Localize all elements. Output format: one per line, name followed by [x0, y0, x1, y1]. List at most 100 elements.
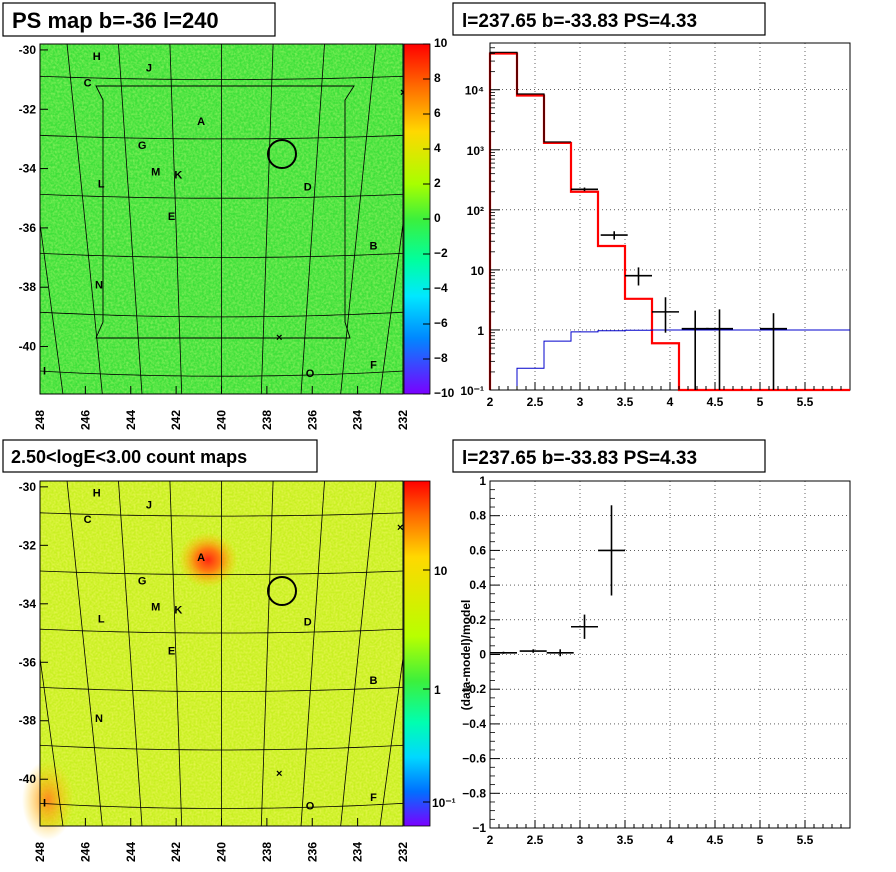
sp-xtick-label-4: 4 — [667, 395, 674, 409]
ps-parallel--39 — [40, 311, 403, 318]
cm-source-label-a: A — [197, 552, 205, 564]
cm-xtick-label-240: 240 — [215, 842, 229, 862]
cm-source-label-f: F — [370, 792, 377, 804]
ps-cbar-label-10: 10 — [434, 36, 448, 50]
spectrum-title: l=237.65 b=-33.83 PS=4.33 — [462, 11, 697, 32]
ps-meridian-234 — [340, 44, 377, 394]
residual-data-points — [490, 505, 625, 657]
ps-parallel--35 — [40, 193, 403, 199]
ps-source-label-e: E — [168, 211, 175, 223]
sp-ytick-label-0.1: 10⁻¹ — [460, 384, 484, 398]
cm-xtick-label-248: 248 — [33, 842, 47, 862]
ps-cbar-label-0: 0 — [434, 211, 441, 225]
count-map-source-a-hotspot — [178, 532, 238, 588]
sp-ytick-label-1: 1 — [477, 324, 484, 338]
ps-parallel--37 — [40, 252, 403, 259]
ps-source-label-l: L — [98, 178, 105, 190]
cm-source-label-m: M — [151, 602, 160, 614]
rs-xtick-label-4: 4 — [667, 833, 674, 847]
rs-xtick-label-4.5: 4.5 — [707, 833, 724, 847]
ps-cbar-label-8: 8 — [434, 71, 441, 85]
count-map-colorbar-frame — [403, 480, 431, 827]
ps-xtick-label-248: 248 — [33, 410, 47, 430]
rs-ytick-label--1: −1 — [472, 821, 486, 835]
cm-meridian-236 — [300, 481, 325, 826]
ps-xtick-label-238: 238 — [260, 410, 274, 430]
rs-ytick-label--0.6: −0.6 — [462, 752, 486, 766]
ps-cbar-label-4: 4 — [434, 141, 441, 155]
sp-ytick-label-10000: 10⁴ — [465, 84, 484, 98]
ps-source-label-o: O — [306, 368, 315, 380]
ps-cbar-label--6: −6 — [434, 316, 448, 330]
ps-source-label-k: K — [174, 170, 182, 182]
ps-ytick-label--36: -36 — [19, 221, 37, 235]
ps-ytick-label--40: -40 — [19, 340, 37, 354]
ps-source-label-f: F — [370, 359, 377, 371]
residual-axes: 2 2.5 3 3.5 4 4.5 5 5.5 1 0.8 0.6 0.4 0.2 0 −0.2 −0.4 −0… — [462, 474, 842, 847]
ps-cbar-label--2: −2 — [434, 246, 448, 260]
ps-cbar-label-2: 2 — [434, 176, 441, 190]
cm-ytick-label--30: -30 — [19, 480, 37, 494]
cm-source-label-n: N — [95, 713, 103, 725]
spectrum-axes: 2 2.5 3 3.5 4 4.5 5 5.5 10⁻¹ 1 10 10² 10³ 10⁴ — [460, 47, 842, 409]
rs-ytick-label-0.6: 0.6 — [469, 543, 486, 557]
cm-source-label-i: I — [43, 798, 46, 810]
ps-meridian-248 — [40, 220, 64, 394]
cm-ytick-label--36: -36 — [19, 655, 37, 669]
cm-xtick-label-242: 242 — [169, 842, 183, 862]
residual-grid — [490, 481, 850, 828]
rs-ytick-label--0.2: −0.2 — [462, 682, 486, 696]
ps-parallel--33 — [40, 134, 403, 140]
ps-parallel--31 — [40, 75, 403, 80]
sp-series-1 — [489, 51, 571, 390]
ps-source-label-d: D — [304, 181, 312, 193]
ps-meridian-238 — [260, 44, 274, 394]
residual-title-box — [452, 439, 766, 473]
cm-cbar-label-0.1: 10⁻¹ — [432, 796, 456, 810]
ps-ytick-label--38: -38 — [19, 280, 37, 294]
ps-xtick-label-242: 242 — [169, 410, 183, 430]
spectrum-series — [488, 51, 850, 392]
rs-ytick-label-0.8: 0.8 — [469, 509, 486, 523]
count-map-candidate-circle — [267, 576, 297, 606]
ps-cbar-label--10: −10 — [434, 386, 455, 400]
cm-source-label-g: G — [138, 575, 147, 587]
ps-ytick-label--30: -30 — [19, 43, 37, 57]
rs-ytick-label-0: 0 — [479, 648, 486, 662]
ps-source-label-b: B — [370, 241, 378, 253]
rs-ytick-label-1: 1 — [479, 474, 486, 488]
ps-cbar-label--8: −8 — [434, 351, 448, 365]
count-map-coordinate-grid — [40, 481, 403, 826]
ps-meridian-232 — [379, 220, 403, 394]
ps-map-y-ticks: -30 -32 -34 -36 -38 -40 — [19, 43, 48, 354]
spectrum-plot-area — [489, 42, 851, 391]
count-map-y-ticks: -30 -32 -34 -36 -38 -40 — [19, 480, 48, 786]
cm-xtick-label-244: 244 — [124, 842, 138, 862]
spectrum-panel: l=237.65 b=-33.83 PS=4.33 2 2.5 3 3.5 4 4.5 5 5… — [452, 2, 851, 409]
cm-xtick-label-232: 232 — [396, 842, 410, 862]
sp-series-2 — [516, 329, 850, 390]
ps-source-label-m: M — [151, 167, 160, 179]
ps-map-candidate-circle — [267, 139, 297, 169]
ps-map-roi-outline — [95, 85, 355, 339]
ps-source-label-n: N — [95, 279, 103, 291]
rs-ytick-label-0.4: 0.4 — [469, 578, 486, 592]
ps-source-label-i: I — [43, 365, 46, 377]
cm-xtick-label-238: 238 — [260, 842, 274, 862]
sp-xtick-label-5: 5 — [757, 395, 764, 409]
ps-map-colorbar-ticks: 10 8 6 4 2 0 −2 −4 −6 −8 −10 — [423, 36, 455, 400]
ps-map-x-ticks: 248 246 244 242 240 238 236 234 232 — [33, 386, 410, 430]
cm-source-label-b: B — [370, 675, 378, 687]
cm-cbar-label-1: 1 — [434, 683, 441, 697]
count-map-cross-marker-2: × — [276, 768, 282, 780]
ps-map-title-box — [2, 2, 276, 37]
cm-ytick-label--40: -40 — [19, 772, 37, 786]
ps-source-label-j: J — [146, 63, 152, 75]
sp-xtick-label-2: 2 — [487, 395, 494, 409]
cm-xtick-label-236: 236 — [305, 842, 319, 862]
residual-title: l=237.65 b=-33.83 PS=4.33 — [462, 448, 697, 469]
ps-source-label-a: A — [197, 116, 205, 128]
count-map-x-ticks: 248 246 244 242 240 238 236 234 232 — [33, 818, 410, 862]
cm-meridian-246 — [66, 481, 103, 826]
cm-source-label-d: D — [304, 616, 312, 628]
